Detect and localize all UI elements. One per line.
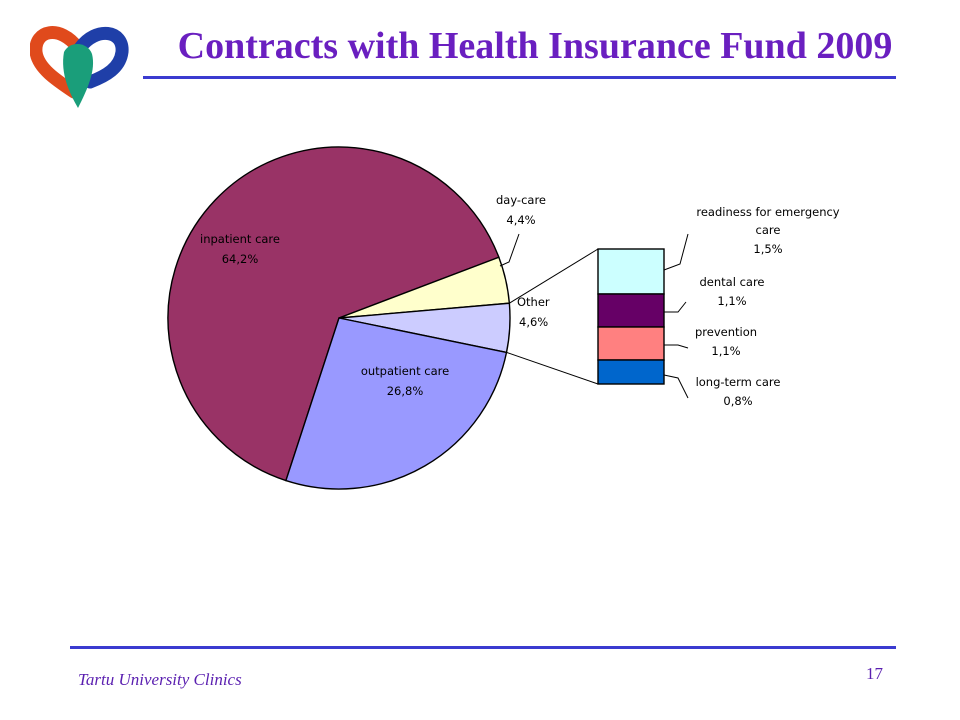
breakdown-value-long-term-care: 0,8% xyxy=(723,394,752,408)
leader-line-dental-care xyxy=(664,301,687,313)
slice-label-outpatient-care: outpatient care xyxy=(361,364,449,378)
slide-title: Contracts with Health Insurance Fund 200… xyxy=(177,25,893,67)
slice-value-inpatient-care: 64,2% xyxy=(222,252,259,266)
slice-label-day-care: day-care xyxy=(496,193,546,207)
breakdown-value-dental-care: 1,1% xyxy=(717,294,746,308)
breakdown-label-readiness-for-emergency-care-line-2: care xyxy=(756,223,781,237)
footer-rule xyxy=(70,646,896,649)
breakdown-bar-long-term-care xyxy=(597,359,665,385)
breakdown-bar-dental-care xyxy=(597,293,665,328)
leader-line-day-care xyxy=(499,233,520,267)
breakdown-label-prevention: prevention xyxy=(695,325,757,339)
footer-text: Tartu University Clinics xyxy=(78,670,242,689)
pie-slice-inpatient-care xyxy=(167,146,500,482)
connector-line-bottom xyxy=(506,351,599,385)
breakdown-bar-prevention xyxy=(597,326,665,361)
breakdown-label-readiness-for-emergency-care: readiness for emergency xyxy=(696,205,839,219)
slice-value-day-care: 4,4% xyxy=(506,213,535,227)
breakdown-value-readiness-for-emergency-care: 1,5% xyxy=(753,242,782,256)
clinic-logo xyxy=(30,26,129,108)
breakdown-bar-readiness-for-emergency-care xyxy=(597,248,665,295)
leader-line-readiness-for-emergency-care xyxy=(663,233,689,271)
page-number: 17 xyxy=(866,664,883,683)
title-rule xyxy=(143,76,896,79)
slice-value-outpatient-care: 26,8% xyxy=(387,384,424,398)
breakdown-label-dental-care: dental care xyxy=(700,275,765,289)
leader-line-prevention xyxy=(664,344,689,349)
slice-label-inpatient-care: inpatient care xyxy=(200,232,280,246)
connector-line-top xyxy=(509,248,599,304)
breakdown-value-prevention: 1,1% xyxy=(711,344,740,358)
leader-line-long-term-care xyxy=(663,374,689,399)
slice-label-other: Other xyxy=(517,295,550,309)
pie-slice-outpatient-care xyxy=(285,317,508,490)
slice-value-other: 4,6% xyxy=(519,315,548,329)
breakdown-label-long-term-care: long-term care xyxy=(696,375,781,389)
